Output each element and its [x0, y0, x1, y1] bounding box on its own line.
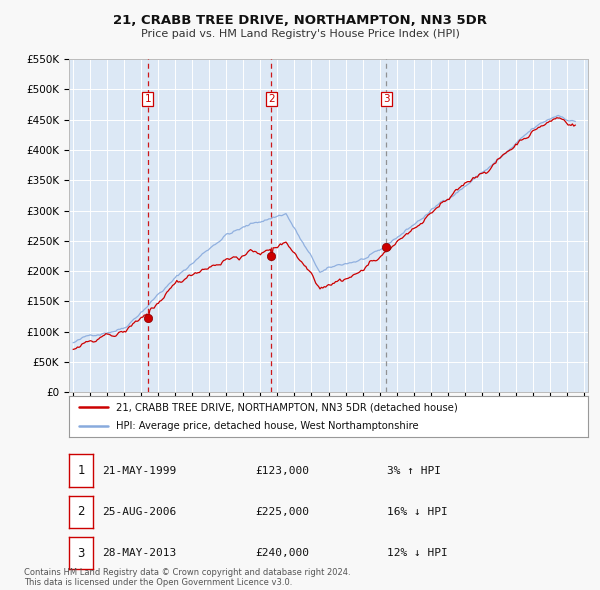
Text: 21-MAY-1999: 21-MAY-1999 [102, 466, 176, 476]
Text: £240,000: £240,000 [255, 548, 309, 558]
Text: 1: 1 [77, 464, 85, 477]
Text: 2: 2 [77, 505, 85, 519]
Text: 28-MAY-2013: 28-MAY-2013 [102, 548, 176, 558]
Text: 3: 3 [383, 94, 389, 104]
Text: 21, CRABB TREE DRIVE, NORTHAMPTON, NN3 5DR: 21, CRABB TREE DRIVE, NORTHAMPTON, NN3 5… [113, 14, 487, 27]
Text: Contains HM Land Registry data © Crown copyright and database right 2024.
This d: Contains HM Land Registry data © Crown c… [24, 568, 350, 587]
Text: 1: 1 [145, 94, 151, 104]
Text: HPI: Average price, detached house, West Northamptonshire: HPI: Average price, detached house, West… [116, 421, 418, 431]
Text: Price paid vs. HM Land Registry's House Price Index (HPI): Price paid vs. HM Land Registry's House … [140, 29, 460, 38]
Text: 12% ↓ HPI: 12% ↓ HPI [387, 548, 448, 558]
Text: £123,000: £123,000 [255, 466, 309, 476]
Text: 21, CRABB TREE DRIVE, NORTHAMPTON, NN3 5DR (detached house): 21, CRABB TREE DRIVE, NORTHAMPTON, NN3 5… [116, 402, 457, 412]
Text: 25-AUG-2006: 25-AUG-2006 [102, 507, 176, 517]
Text: 16% ↓ HPI: 16% ↓ HPI [387, 507, 448, 517]
Text: 3: 3 [77, 546, 85, 560]
Text: 3% ↑ HPI: 3% ↑ HPI [387, 466, 441, 476]
Text: £225,000: £225,000 [255, 507, 309, 517]
Text: 2: 2 [268, 94, 275, 104]
